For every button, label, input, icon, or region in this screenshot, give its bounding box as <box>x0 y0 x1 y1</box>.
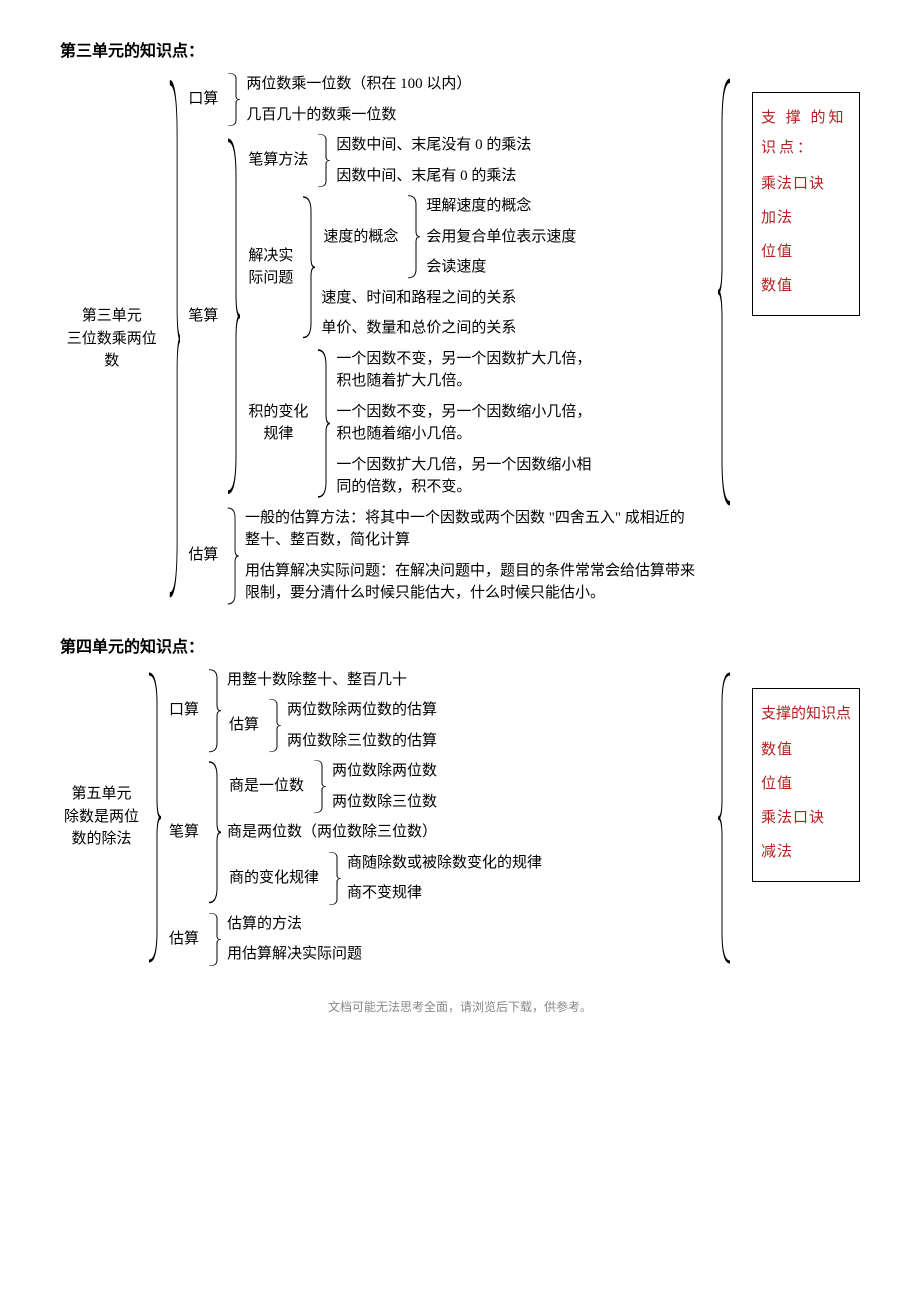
unit3-kousuan-item: 两位数乘一位数（积在 100 以内） <box>244 72 473 97</box>
unit4-two: 商是两位数（两位数除三位数） <box>225 820 544 845</box>
brace-icon <box>168 72 181 606</box>
unit4-change-item: 商随除数或被除数变化的规律 <box>345 851 544 876</box>
unit3-kousuan-item: 几百几十的数乘一位数 <box>244 103 473 128</box>
unit3-speed-label: 速度的概念 <box>319 224 402 251</box>
unit4-kousuan-label: 口算 <box>165 697 203 724</box>
unit3-speed-item: 会读速度 <box>424 255 578 280</box>
unit4-change-item: 商不变规律 <box>345 881 544 906</box>
brace-icon <box>147 668 161 967</box>
support-item: 乘法口诀 <box>761 169 851 199</box>
unit4-bisuan-label: 笔算 <box>165 819 203 846</box>
brace-icon <box>207 759 221 906</box>
unit3-speed-item: 理解速度的概念 <box>424 194 578 219</box>
unit3-root: 第三单元 三位数乘两位数 <box>60 303 164 375</box>
unit4-kousuan-gusuan-label: 估算 <box>225 712 263 739</box>
unit3-gusuan-label: 估算 <box>184 542 222 569</box>
support-item: 乘法口诀 <box>761 803 851 833</box>
brace-icon <box>316 133 330 188</box>
unit4-one-item: 两位数除两位数 <box>330 759 439 784</box>
unit3-change-item: 一个因数不变，另一个因数缩小几倍，积也随着缩小几倍。 <box>334 400 598 447</box>
unit3-method-item: 因数中间、末尾有 0 的乘法 <box>334 164 533 189</box>
unit3-change-label: 积的变化 规律 <box>244 399 312 448</box>
unit3-diagram: 第三单元 三位数乘两位数 口算 两位数乘一位数（积在 100 以内） 几百几十的… <box>60 72 860 606</box>
brace-icon <box>406 194 420 280</box>
unit4-change-label: 商的变化规律 <box>225 865 323 892</box>
page-footer: 文档可能无法思考全面，请浏览后下载，供参考。 <box>60 998 860 1016</box>
unit4-diagram: 第五单元 除数是两位 数的除法 口算 用整十数除整十、整百几十 估算 两位数除两… <box>60 668 860 968</box>
brace-icon <box>301 194 315 341</box>
unit3-heading: 第三单元的知识点： <box>60 40 860 64</box>
unit3-change-item: 一个因数扩大几倍，另一个因数缩小相同的倍数，积不变。 <box>334 453 598 500</box>
unit4-kousuan-gusuan-item: 两位数除三位数的估算 <box>285 729 439 754</box>
unit3-bisuan-label: 笔算 <box>184 303 222 330</box>
unit3-change-item: 一个因数不变，另一个因数扩大几倍，积也随着扩大几倍。 <box>334 347 598 394</box>
support-item: 数值 <box>761 271 851 301</box>
unit3-gusuan-item: 用估算解决实际问题：在解决问题中，题目的条件常常会给估算带来限制，要分清什么时候… <box>243 559 698 606</box>
brace-icon <box>226 133 240 500</box>
support-item: 减法 <box>761 837 851 867</box>
unit3-solve-item: 单价、数量和总价之间的关系 <box>319 316 578 341</box>
unit4-heading: 第四单元的知识点： <box>60 636 860 660</box>
unit4-gusuan-label: 估算 <box>165 926 203 953</box>
right-brace-icon <box>718 668 732 968</box>
unit4-gusuan-item: 用估算解决实际问题 <box>225 942 364 967</box>
support-title: 支 撑 的知识点： <box>761 103 851 163</box>
brace-icon <box>316 347 330 500</box>
unit3-method-label: 笔算方法 <box>244 147 312 174</box>
unit3-solve-item: 速度、时间和路程之间的关系 <box>319 286 578 311</box>
unit4-support-box: 支撑的知识点 数值 位值 乘法口诀 减法 <box>752 688 860 882</box>
brace-icon <box>207 668 221 754</box>
support-title: 支撑的知识点 <box>761 699 851 729</box>
support-item: 数值 <box>761 735 851 765</box>
support-item: 位值 <box>761 237 851 267</box>
unit3-method-item: 因数中间、末尾没有 0 的乘法 <box>334 133 533 158</box>
brace-icon <box>226 72 240 127</box>
unit4-one-label: 商是一位数 <box>225 773 308 800</box>
unit4-gusuan-item: 估算的方法 <box>225 912 364 937</box>
support-item: 加法 <box>761 203 851 233</box>
brace-icon <box>267 698 281 753</box>
unit3-speed-item: 会用复合单位表示速度 <box>424 225 578 250</box>
brace-icon <box>207 912 221 967</box>
brace-icon <box>312 759 326 814</box>
unit3-kousuan-label: 口算 <box>184 86 222 113</box>
right-brace-icon <box>718 72 732 512</box>
unit4-one-item: 两位数除三位数 <box>330 790 439 815</box>
unit4-kousuan-first: 用整十数除整十、整百几十 <box>225 668 439 693</box>
support-item: 位值 <box>761 769 851 799</box>
unit3-support-box: 支 撑 的知识点： 乘法口诀 加法 位值 数值 <box>752 92 860 316</box>
brace-icon <box>226 506 239 606</box>
unit4-kousuan-gusuan-item: 两位数除两位数的估算 <box>285 698 439 723</box>
unit4-root: 第五单元 除数是两位 数的除法 <box>60 781 143 853</box>
brace-icon <box>327 851 341 906</box>
unit3-solve-label: 解决实 际问题 <box>244 243 297 292</box>
unit3-gusuan-item: 一般的估算方法：将其中一个因数或两个因数 "四舍五入" 成相近的整十、整百数，简… <box>243 506 698 553</box>
